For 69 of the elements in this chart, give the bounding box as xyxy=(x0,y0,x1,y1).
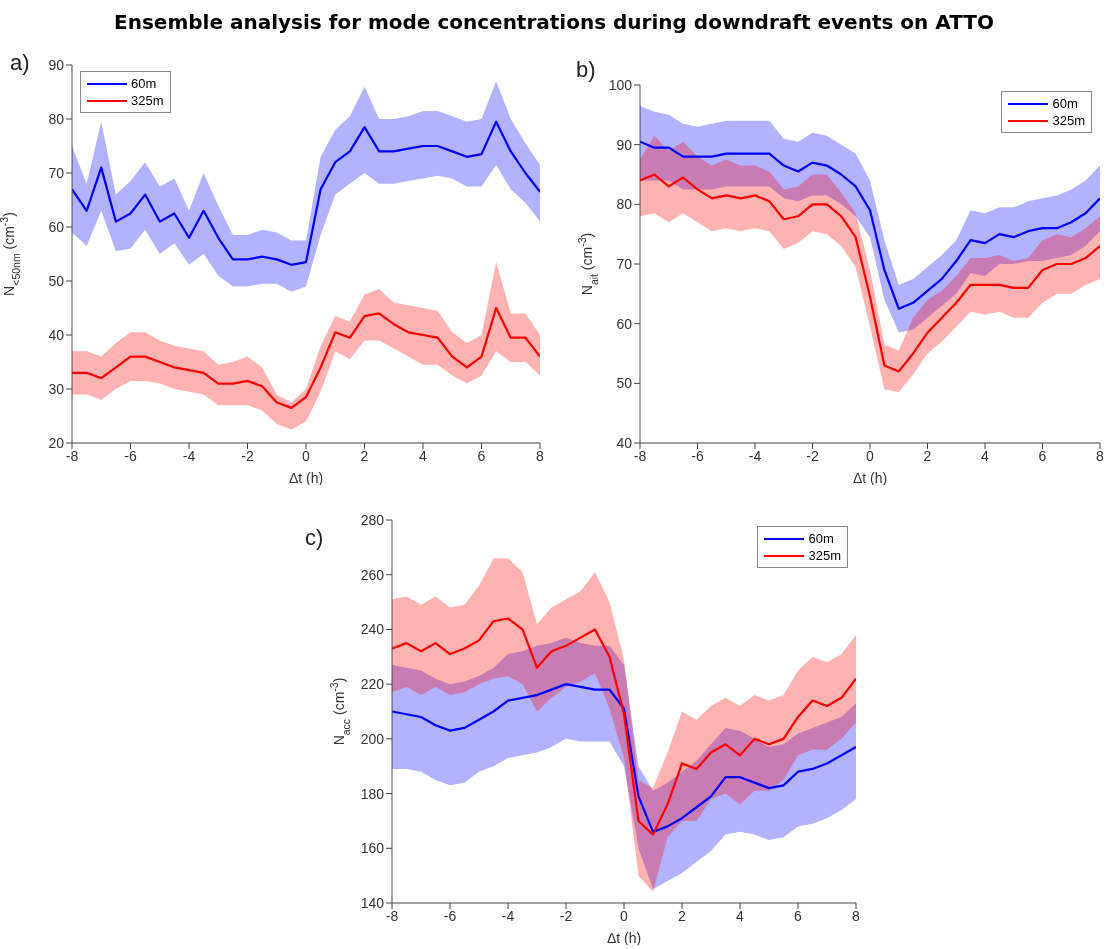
x-axis-title: Δt (h) xyxy=(288,470,324,486)
x-tick-label: -4 xyxy=(748,447,762,464)
x-tick-label: 8 xyxy=(536,447,545,464)
y-tick-label: 70 xyxy=(616,255,633,272)
y-tick-label: 80 xyxy=(616,196,633,213)
y-tick-label: 140 xyxy=(360,894,385,911)
line-series xyxy=(640,173,1100,373)
x-tick-label: 6 xyxy=(1038,447,1047,464)
x-tick-label: -2 xyxy=(241,447,254,464)
legend-label: 325m xyxy=(808,547,841,564)
x-tick-label: -6 xyxy=(443,907,457,924)
x-tick-label: -4 xyxy=(182,447,196,464)
y-tick-label: 70 xyxy=(48,164,65,181)
line-series xyxy=(72,306,540,409)
y-tick-label: 50 xyxy=(48,272,65,289)
x-tick-label: -8 xyxy=(65,447,79,464)
x-tick-label: 8 xyxy=(1096,447,1105,464)
x-tick-label: 8 xyxy=(852,907,861,924)
x-tick-label: 2 xyxy=(360,447,369,464)
y-tick-label: 200 xyxy=(360,730,385,747)
x-tick-label: 4 xyxy=(736,907,745,924)
legend-label: 60m xyxy=(131,75,157,92)
legend-label: 325m xyxy=(131,92,164,109)
text: c) xyxy=(305,525,324,551)
y-tick-label: 260 xyxy=(360,566,385,583)
x-axis-title: Δt (h) xyxy=(606,930,642,946)
line-series xyxy=(392,617,856,836)
x-tick-label: -8 xyxy=(633,447,647,464)
y-tick-label: 30 xyxy=(48,380,65,397)
x-axis-title: Δt (h) xyxy=(852,470,888,486)
x-tick-label: -8 xyxy=(385,907,399,924)
x-tick-label: 0 xyxy=(302,447,311,464)
x-tick-label: 0 xyxy=(620,907,629,924)
y-tick-label: 100 xyxy=(608,76,633,93)
x-tick-label: -2 xyxy=(559,907,573,924)
x-tick-label: 2 xyxy=(923,447,932,464)
x-tick-label: 6 xyxy=(794,907,803,924)
chart-title: Ensemble analysis for mode concentrations during downdraft events on ATTO xyxy=(113,10,995,34)
y-tick-label: 240 xyxy=(360,621,385,638)
x-tick-label: 6 xyxy=(477,447,486,464)
x-tick-label: 4 xyxy=(419,447,428,464)
y-tick-label: 220 xyxy=(360,676,385,693)
legend-label: 60m xyxy=(808,530,834,547)
y-tick-label: 60 xyxy=(48,218,65,235)
y-tick-label: 90 xyxy=(48,56,65,73)
x-tick-label: -2 xyxy=(806,447,819,464)
y-tick-label: 180 xyxy=(360,785,385,802)
y-tick-label: 20 xyxy=(48,434,65,451)
line-series xyxy=(392,683,856,833)
x-tick-label: 0 xyxy=(866,447,875,464)
line-series xyxy=(640,140,1100,310)
y-tick-label: 60 xyxy=(616,315,633,332)
x-tick-label: -4 xyxy=(501,907,515,924)
line-series xyxy=(72,120,540,266)
y-tick-label: 40 xyxy=(48,326,65,343)
text: b) xyxy=(576,57,596,83)
y-tick-label: 80 xyxy=(48,110,65,127)
x-tick-label: -6 xyxy=(691,447,704,464)
x-tick-label: -6 xyxy=(124,447,137,464)
legend-label: 325m xyxy=(1052,112,1085,129)
y-tick-label: 90 xyxy=(616,136,633,153)
y-tick-label: 40 xyxy=(616,434,633,451)
x-tick-label: 4 xyxy=(981,447,990,464)
legend-label: 60m xyxy=(1052,95,1078,112)
text: a) xyxy=(10,50,30,76)
y-tick-label: 280 xyxy=(360,511,385,528)
y-tick-label: 50 xyxy=(616,375,633,392)
y-tick-label: 160 xyxy=(360,840,385,857)
x-tick-label: 2 xyxy=(678,907,687,924)
